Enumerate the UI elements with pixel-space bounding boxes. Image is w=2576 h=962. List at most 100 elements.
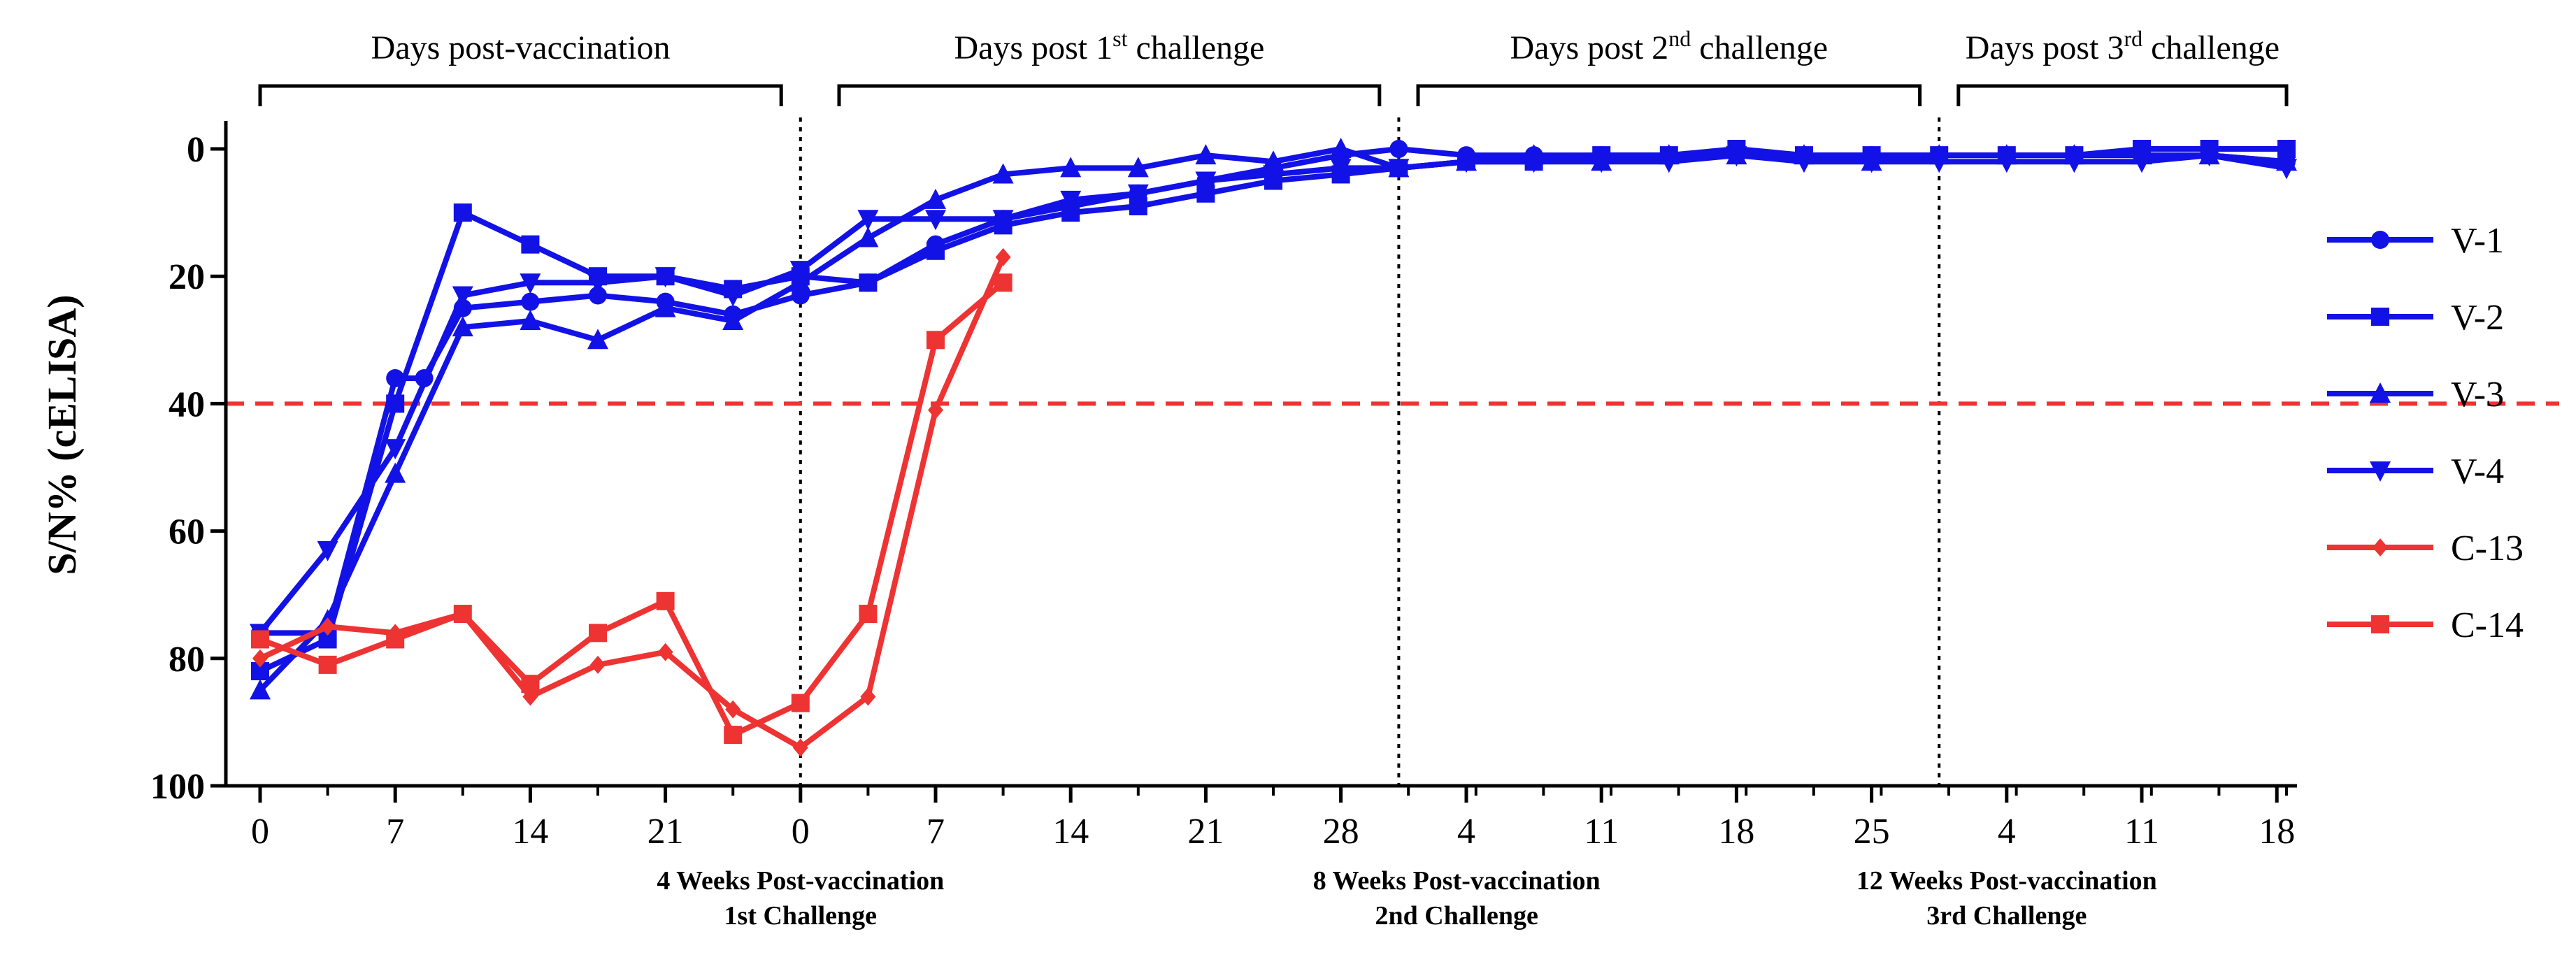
x-tick-label: 7 bbox=[386, 812, 404, 852]
data-point bbox=[386, 630, 405, 649]
data-point bbox=[859, 605, 878, 624]
data-point bbox=[789, 271, 811, 292]
y-tick-label: 80 bbox=[169, 640, 205, 680]
legend-item: C-14 bbox=[2327, 605, 2524, 645]
data-point bbox=[1456, 152, 1477, 173]
data-point bbox=[453, 203, 472, 222]
data-point bbox=[994, 273, 1012, 292]
data-point bbox=[925, 188, 946, 209]
data-point bbox=[318, 655, 337, 674]
legend-item: V-4 bbox=[2327, 452, 2504, 491]
x-tick-label: 21 bbox=[647, 812, 684, 852]
data-point bbox=[1060, 190, 1082, 211]
series-line bbox=[259, 256, 1006, 751]
data-point bbox=[1195, 171, 1217, 192]
data-point bbox=[520, 309, 541, 330]
data-point bbox=[925, 210, 946, 231]
data-point bbox=[1996, 152, 2017, 173]
data-point bbox=[654, 267, 676, 288]
data-point bbox=[926, 241, 945, 260]
legend-marker bbox=[2373, 538, 2388, 557]
x-tick-label: 0 bbox=[251, 812, 269, 852]
data-point bbox=[1794, 152, 1815, 173]
data-point bbox=[1127, 184, 1149, 205]
series-V-3 bbox=[250, 138, 2297, 700]
data-point bbox=[386, 394, 405, 413]
period-label-line1: 4 Weeks Post-vaccination bbox=[657, 866, 944, 896]
y-tick-label: 100 bbox=[150, 767, 205, 807]
data-point bbox=[857, 210, 879, 231]
x-tick-label: 11 bbox=[1584, 812, 1619, 852]
series-V-4 bbox=[250, 146, 2297, 645]
bracket bbox=[258, 84, 783, 106]
y-axis-label: S/N% (cELISA) bbox=[39, 294, 85, 575]
y-tick-label: 0 bbox=[187, 130, 205, 170]
data-point bbox=[657, 642, 673, 661]
legend-marker bbox=[2370, 461, 2391, 482]
x-tick-label: 11 bbox=[2124, 812, 2159, 852]
data-point bbox=[926, 331, 945, 350]
series-C-14 bbox=[251, 273, 1012, 745]
data-point bbox=[722, 309, 744, 330]
x-tick-label: 14 bbox=[512, 812, 548, 852]
data-point bbox=[589, 624, 607, 642]
data-point bbox=[2198, 146, 2220, 167]
legend-label: V-4 bbox=[2451, 452, 2504, 491]
data-point bbox=[521, 675, 540, 694]
data-point bbox=[250, 679, 271, 700]
data-point bbox=[520, 273, 541, 294]
y-tick-label: 20 bbox=[169, 257, 205, 297]
data-point bbox=[724, 726, 743, 745]
period-label-line1: 8 Weeks Post-vaccination bbox=[1313, 866, 1601, 896]
period-label-line2: 3rd Challenge bbox=[1926, 901, 2087, 931]
data-point bbox=[992, 163, 1014, 184]
data-point bbox=[792, 738, 808, 757]
data-point bbox=[1523, 152, 1545, 173]
data-point bbox=[860, 687, 876, 706]
data-point bbox=[725, 700, 741, 719]
bracket-label: Days post-vaccination bbox=[371, 29, 671, 66]
data-point bbox=[385, 462, 406, 483]
data-point bbox=[385, 439, 406, 460]
data-point bbox=[656, 591, 675, 610]
y-tick-label: 40 bbox=[169, 385, 205, 424]
data-point bbox=[587, 273, 608, 294]
data-point bbox=[1591, 152, 1612, 173]
period-label-line2: 1st Challenge bbox=[724, 901, 878, 931]
data-point bbox=[589, 286, 607, 305]
series-line bbox=[259, 146, 2287, 674]
series-V-2 bbox=[251, 140, 2296, 681]
x-tick-label: 0 bbox=[792, 812, 810, 852]
bracket-label: Days post 3rd challenge bbox=[1966, 26, 2280, 66]
legend-marker bbox=[2370, 382, 2391, 403]
bracket bbox=[1416, 84, 1922, 106]
data-point bbox=[1330, 138, 1352, 158]
legend-marker bbox=[2371, 615, 2389, 633]
data-point bbox=[928, 401, 943, 419]
data-point bbox=[2276, 159, 2297, 180]
data-point bbox=[992, 210, 1014, 231]
bracket-group: Days post-vaccination Days post 1st chall… bbox=[258, 26, 2289, 106]
data-point bbox=[251, 630, 269, 649]
bracket bbox=[837, 84, 1382, 106]
data-point bbox=[1929, 152, 1950, 173]
data-point bbox=[1658, 152, 1680, 173]
legend-item: C-13 bbox=[2327, 529, 2524, 568]
data-point bbox=[453, 605, 472, 624]
series-V-1 bbox=[251, 140, 2296, 642]
data-point bbox=[1195, 144, 1217, 165]
reference-lines bbox=[226, 117, 2559, 786]
bracket-label: Days post 2nd challenge bbox=[1510, 26, 1829, 66]
data-point bbox=[320, 617, 336, 636]
data-point bbox=[995, 247, 1011, 266]
x-tick-label: 28 bbox=[1323, 812, 1359, 852]
legend-item: V-3 bbox=[2327, 375, 2504, 415]
data-point bbox=[789, 261, 811, 282]
legend-item: V-2 bbox=[2327, 298, 2504, 338]
data-point bbox=[452, 286, 473, 307]
data-point bbox=[590, 655, 606, 674]
x-tick-label: 18 bbox=[2259, 812, 2295, 852]
data-point bbox=[722, 286, 744, 307]
data-point bbox=[1330, 159, 1352, 180]
period-label-line2: 2nd Challenge bbox=[1375, 901, 1538, 931]
